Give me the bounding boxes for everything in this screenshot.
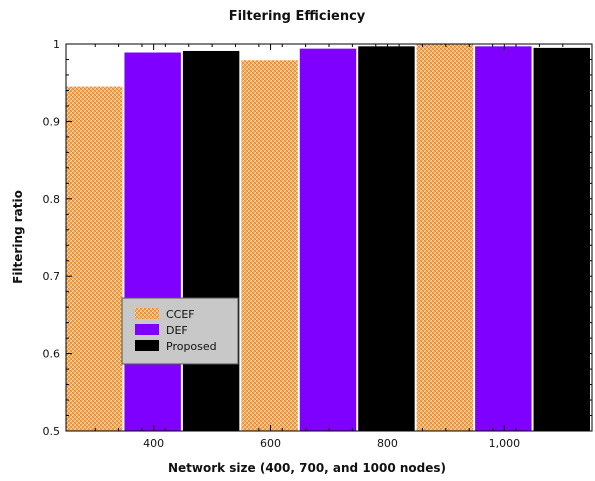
bar-ccef-400 (66, 86, 123, 431)
chart-title: Filtering Efficiency (229, 9, 366, 24)
x-axis: 400 600 800 1,000 (94, 44, 564, 450)
bar-proposed-400 (182, 50, 240, 431)
y-axis-title: Filtering ratio (11, 190, 25, 284)
legend-swatch-proposed (135, 340, 159, 351)
y-tick-label: 1 (53, 38, 60, 51)
y-tick-label: 0.8 (43, 193, 61, 206)
bar-proposed-700 (358, 46, 415, 431)
legend-label-ccef: CCEF (166, 308, 195, 321)
x-tick-label: 800 (377, 437, 398, 450)
legend: CCEF DEF Proposed (121, 297, 239, 365)
legend-swatch-def (135, 324, 159, 335)
x-tick-label: 1,000 (489, 437, 521, 450)
x-axis-title: Network size (400, 700, and 1000 nodes) (168, 461, 446, 475)
y-tick-label: 0.9 (43, 115, 61, 128)
bar-def-400 (124, 52, 181, 431)
bars-layer (66, 44, 590, 432)
bar-ccef-1000 (416, 44, 474, 431)
legend-label-def: DEF (166, 324, 188, 337)
bar-proposed-1000 (533, 47, 590, 432)
y-tick-label: 0.5 (43, 425, 61, 438)
y-tick-label: 0.6 (43, 348, 61, 361)
y-axis: 0.5 0.6 0.7 0.8 0.9 1 (43, 38, 592, 438)
x-tick-label: 600 (260, 437, 281, 450)
x-tick-label: 400 (143, 437, 164, 450)
legend-label-proposed: Proposed (166, 340, 217, 353)
bar-def-700 (299, 48, 357, 431)
bar-def-1000 (475, 46, 532, 431)
bar-ccef-700 (241, 60, 298, 431)
legend-swatch-ccef (135, 308, 159, 319)
y-tick-label: 0.7 (43, 270, 61, 283)
